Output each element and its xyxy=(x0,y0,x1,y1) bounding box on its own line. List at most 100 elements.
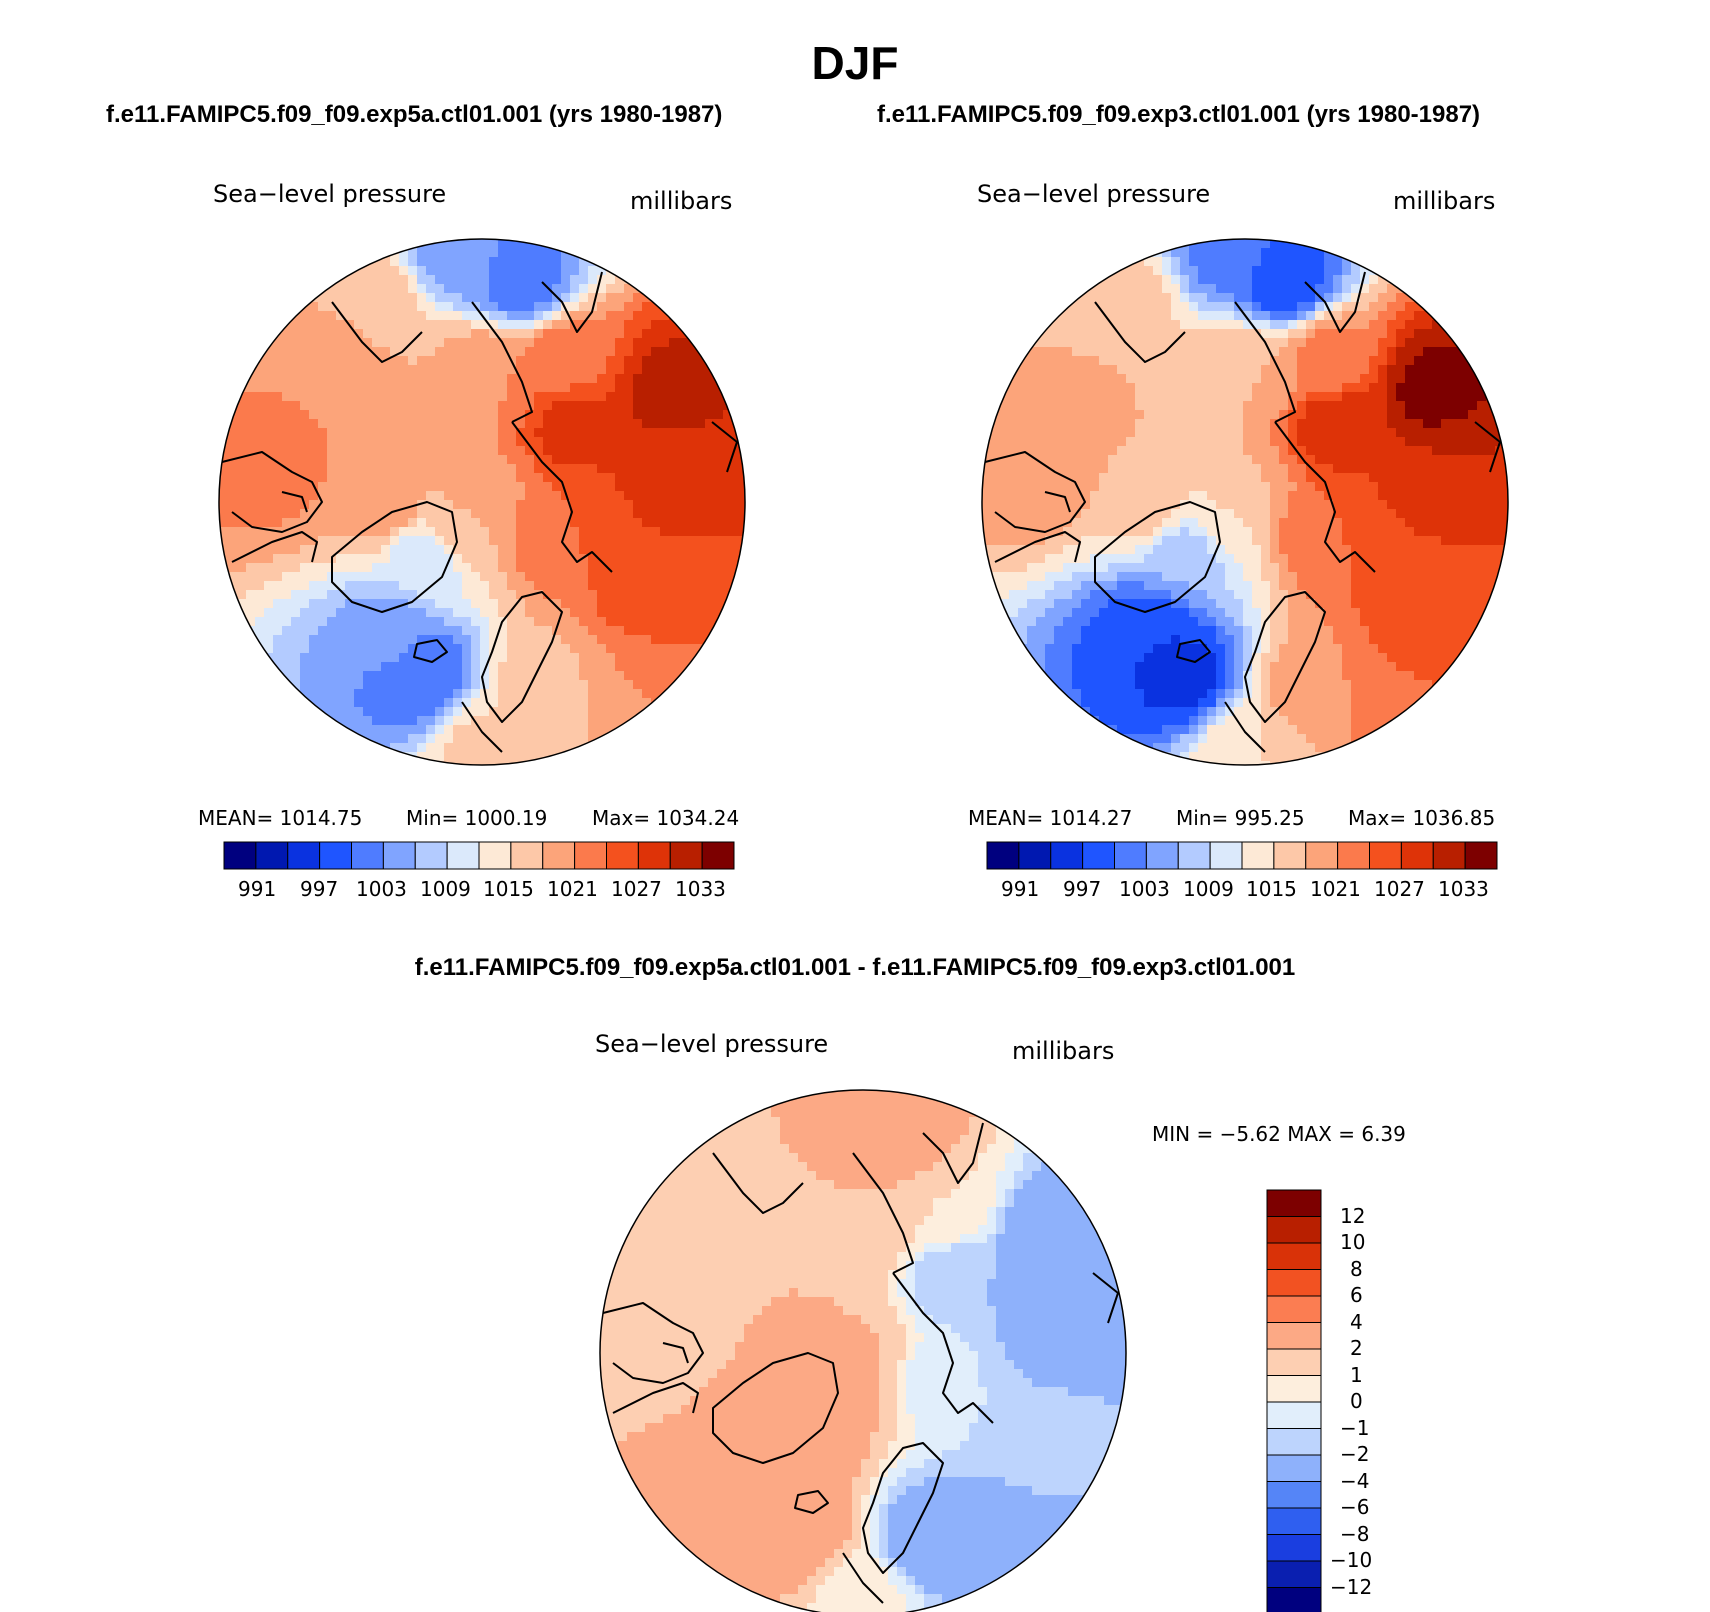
field-cell xyxy=(426,509,436,519)
field-cell xyxy=(327,392,337,402)
field-cell xyxy=(390,311,400,321)
field-cell xyxy=(1000,500,1010,510)
field-cell xyxy=(642,500,652,510)
field-cell xyxy=(1360,302,1370,312)
field-cell xyxy=(219,509,229,519)
field-cell xyxy=(255,473,265,483)
field-cell xyxy=(1261,311,1271,321)
field-cell xyxy=(579,653,589,663)
field-cell xyxy=(516,509,526,519)
field-cell xyxy=(237,482,247,492)
field-cell xyxy=(543,671,553,681)
panel2-mean: MEAN= 1014.27 xyxy=(968,806,1133,830)
field-cell xyxy=(1378,500,1388,510)
field-cell xyxy=(462,599,472,609)
field-cell xyxy=(1018,563,1028,573)
field-cell xyxy=(1441,338,1451,348)
field-cell xyxy=(498,482,508,492)
field-cell xyxy=(408,392,418,402)
field-cell xyxy=(1450,545,1460,555)
field-cell xyxy=(588,500,598,510)
field-cell xyxy=(633,689,643,699)
field-cell xyxy=(435,347,445,357)
field-cell xyxy=(1468,518,1478,528)
field-cell xyxy=(606,716,616,726)
field-cell xyxy=(633,500,643,510)
field-cell xyxy=(1144,347,1154,357)
field-cell xyxy=(1252,383,1262,393)
field-cell xyxy=(489,275,499,285)
field-cell xyxy=(507,662,517,672)
field-cell xyxy=(1207,302,1217,312)
field-cell xyxy=(615,707,625,717)
field-cell xyxy=(363,509,373,519)
field-cell xyxy=(624,437,634,447)
field-cell xyxy=(1171,590,1181,600)
field-cell xyxy=(534,428,544,438)
field-cell xyxy=(606,653,616,663)
field-cell xyxy=(1252,374,1262,384)
field-cell xyxy=(390,491,400,501)
field-cell xyxy=(1486,527,1496,537)
field-cell xyxy=(687,500,697,510)
field-cell xyxy=(1414,581,1424,591)
field-cell xyxy=(1432,374,1442,384)
field-cell xyxy=(624,347,634,357)
field-cell xyxy=(300,662,310,672)
field-cell xyxy=(660,536,670,546)
field-cell xyxy=(543,653,553,663)
field-cell xyxy=(1162,401,1172,411)
field-cell xyxy=(624,725,634,735)
field-cell xyxy=(336,581,346,591)
field-cell xyxy=(381,293,391,303)
field-cell xyxy=(1108,410,1118,420)
field-cell xyxy=(552,698,562,708)
field-cell xyxy=(498,509,508,519)
field-cell xyxy=(1450,401,1460,411)
field-cell xyxy=(1135,419,1145,429)
field-cell xyxy=(309,428,319,438)
field-cell xyxy=(624,689,634,699)
field-cell xyxy=(1135,293,1145,303)
field-cell xyxy=(651,365,661,375)
field-cell xyxy=(615,491,625,501)
field-cell xyxy=(1423,401,1433,411)
field-cell xyxy=(1369,338,1379,348)
field-cell xyxy=(453,653,463,663)
field-cell xyxy=(606,518,616,528)
field-cell xyxy=(705,590,715,600)
field-cell xyxy=(678,383,688,393)
field-cell xyxy=(1441,464,1451,474)
field-cell xyxy=(1396,590,1406,600)
field-cell xyxy=(1441,455,1451,465)
field-cell xyxy=(1027,446,1037,456)
field-cell xyxy=(579,527,589,537)
field-cell xyxy=(1297,338,1307,348)
field-cell xyxy=(1144,563,1154,573)
field-cell xyxy=(723,455,733,465)
field-cell xyxy=(678,635,688,645)
panel3-variable-label: Sea−level pressure xyxy=(595,1030,829,1058)
field-cell xyxy=(642,347,652,357)
field-cell xyxy=(1315,374,1325,384)
field-cell xyxy=(1441,581,1451,591)
field-cell xyxy=(1477,464,1487,474)
field-cell xyxy=(453,419,463,429)
field-cell xyxy=(1459,491,1469,501)
field-cell xyxy=(588,680,598,690)
field-cell xyxy=(1486,563,1496,573)
field-cell xyxy=(732,482,742,492)
field-cell xyxy=(1063,347,1073,357)
field-cell xyxy=(1153,257,1163,267)
field-cell xyxy=(345,473,355,483)
field-cell xyxy=(1333,419,1343,429)
field-cell xyxy=(246,500,256,510)
field-cell xyxy=(1306,473,1316,483)
field-cell xyxy=(696,473,706,483)
field-cell xyxy=(1207,563,1217,573)
field-cell xyxy=(354,536,364,546)
field-cell xyxy=(1108,365,1118,375)
field-cell xyxy=(327,383,337,393)
field-cell xyxy=(1414,338,1424,348)
field-cell xyxy=(1279,302,1289,312)
